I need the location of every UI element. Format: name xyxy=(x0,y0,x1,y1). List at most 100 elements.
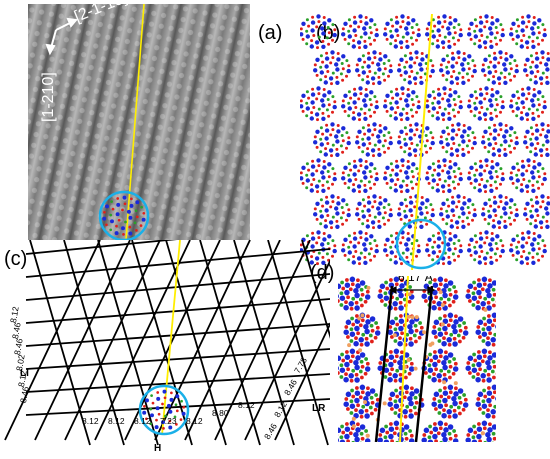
highlight-circle-b xyxy=(395,218,447,270)
atom xyxy=(359,359,364,364)
atom xyxy=(498,154,501,158)
atom xyxy=(436,92,442,97)
atom xyxy=(365,80,370,85)
atom xyxy=(319,137,323,141)
atom xyxy=(444,422,448,427)
atom xyxy=(446,26,451,31)
atom xyxy=(536,70,540,73)
atom xyxy=(352,244,357,249)
atom xyxy=(494,214,498,217)
atom xyxy=(363,260,368,265)
atom xyxy=(480,250,484,253)
atom xyxy=(358,262,361,266)
atom xyxy=(391,168,395,172)
atom xyxy=(482,112,488,117)
atom xyxy=(368,170,372,173)
atom xyxy=(368,142,372,145)
atom xyxy=(454,386,458,391)
atom xyxy=(515,18,519,22)
atom xyxy=(481,420,488,427)
atom xyxy=(452,336,457,341)
atom xyxy=(407,152,412,157)
atom xyxy=(541,143,545,147)
atom xyxy=(482,282,487,287)
atom xyxy=(383,243,387,247)
atom xyxy=(431,304,437,311)
atom xyxy=(458,248,463,254)
atom xyxy=(327,234,332,239)
atom xyxy=(410,214,414,217)
atom-small xyxy=(351,416,356,421)
atom xyxy=(438,316,442,321)
atom xyxy=(374,330,381,336)
atom xyxy=(453,247,457,251)
atom-small xyxy=(453,381,458,386)
atom xyxy=(168,419,172,423)
atom xyxy=(331,167,335,171)
atom xyxy=(363,111,367,115)
atom xyxy=(121,208,124,212)
atom xyxy=(541,200,545,204)
atom xyxy=(487,150,491,154)
atom xyxy=(359,92,363,96)
atom xyxy=(347,34,352,39)
atom xyxy=(391,96,395,100)
atom xyxy=(369,247,373,251)
network-line xyxy=(25,348,330,370)
atom xyxy=(450,128,456,133)
atom xyxy=(461,407,466,412)
atom xyxy=(498,194,503,199)
atom xyxy=(488,170,493,175)
atom xyxy=(489,31,494,36)
atom xyxy=(447,312,454,319)
atom xyxy=(305,178,310,183)
atom xyxy=(524,256,530,261)
atom xyxy=(351,44,356,49)
atom xyxy=(417,28,421,32)
atom xyxy=(437,276,444,283)
atom xyxy=(490,16,494,19)
atom xyxy=(519,116,524,121)
atom-small xyxy=(440,322,445,327)
atom xyxy=(373,407,378,412)
atom xyxy=(457,395,462,400)
atom xyxy=(375,28,379,32)
atom-cluster-a xyxy=(102,195,146,236)
atom xyxy=(355,355,361,361)
atom xyxy=(475,329,481,335)
atom xyxy=(393,260,398,265)
atom xyxy=(347,186,351,190)
atom xyxy=(491,312,496,319)
atom xyxy=(534,147,538,151)
atom xyxy=(411,186,415,190)
atom xyxy=(478,407,482,411)
atom xyxy=(451,195,455,199)
atom xyxy=(369,90,374,95)
atom xyxy=(347,173,351,177)
atom xyxy=(439,140,444,145)
atom xyxy=(462,321,466,325)
atom xyxy=(458,411,462,416)
atom xyxy=(324,56,330,61)
atom xyxy=(121,226,125,231)
atom xyxy=(460,206,465,211)
atom xyxy=(515,29,519,33)
atom xyxy=(355,386,359,390)
atom xyxy=(415,71,419,75)
atom xyxy=(529,54,533,58)
atom xyxy=(403,424,410,430)
atom xyxy=(388,140,393,146)
atom xyxy=(525,25,529,29)
atom xyxy=(469,109,473,113)
atom xyxy=(436,301,442,307)
atom xyxy=(373,254,376,258)
atom xyxy=(508,62,512,65)
atom xyxy=(315,169,319,173)
atom xyxy=(447,103,452,108)
atom xyxy=(509,211,513,215)
atom xyxy=(126,209,131,214)
atom xyxy=(353,287,359,294)
atom xyxy=(481,276,488,283)
atom xyxy=(415,239,419,243)
atom xyxy=(389,114,393,118)
